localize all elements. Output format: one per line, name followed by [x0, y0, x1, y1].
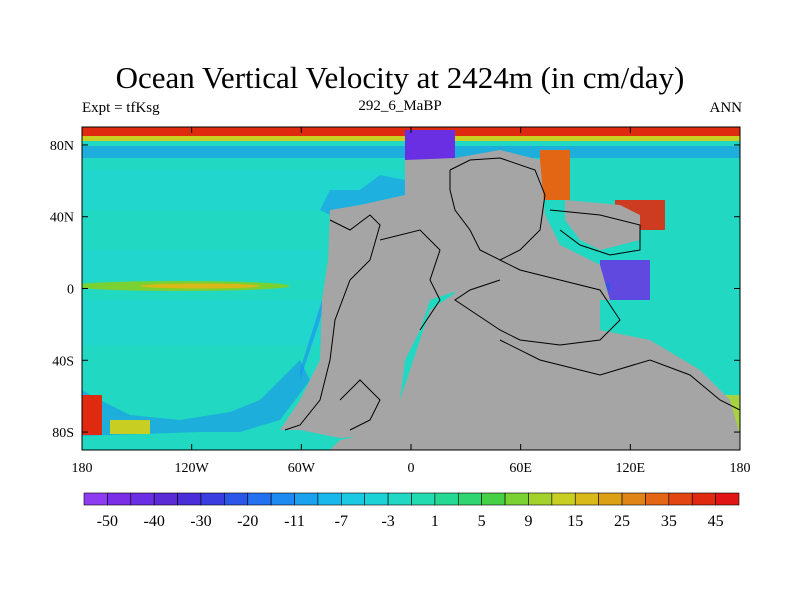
colorbar: -50 -40 -30 -20 -11 -7 -3 1 5 9 15 25 35 45 [83, 492, 740, 530]
season-label: ANN [709, 100, 743, 116]
colorbar-swatch [130, 492, 155, 506]
x-tick-label: 120W [175, 461, 210, 476]
x-tick-label: 180 [730, 461, 751, 476]
chart-title: Ocean Vertical Velocity at 2424m (in cm/… [115, 60, 685, 95]
field-south-rim [82, 360, 310, 436]
colorbar-label: 15 [567, 513, 583, 530]
land-east-block [565, 200, 640, 250]
field-north-band-blue-east [455, 146, 740, 158]
field-equatorial-core [140, 283, 260, 289]
colorbar-label: -50 [97, 513, 118, 530]
colorbar-swatch [153, 492, 178, 506]
colorbar-swatch [598, 492, 623, 506]
colorbar-label: 35 [661, 513, 677, 530]
coastline-east-block [549, 209, 641, 256]
colorbar-label: -30 [190, 513, 211, 530]
colorbar-label: -3 [381, 513, 394, 530]
colorbar-swatch [247, 492, 272, 506]
colorbar-swatch [364, 492, 389, 506]
experiment-label: Expt = tfKsg [82, 100, 160, 116]
colorbar-swatch [621, 492, 646, 506]
coastline-east-interior [454, 259, 621, 346]
field-west-coast-blue [300, 300, 325, 380]
colorbar-swatch [574, 492, 599, 506]
y-tick-label: 80N [50, 139, 74, 154]
colorbar-swatch [668, 492, 693, 506]
axis-ticks: 180 120W 60W 0 60E 120E 180 80N 40N 0 40S 80S [50, 127, 751, 476]
x-tick-label: 0 [408, 461, 415, 476]
coastline-southwest [339, 379, 381, 431]
field-east-purple [600, 260, 650, 300]
colorbar-swatch [177, 492, 202, 506]
y-tick-label: 40N [50, 211, 74, 226]
land-main-continent [280, 150, 610, 438]
period-label: 292_6_MaBP [358, 98, 442, 114]
colorbar-swatch [107, 492, 132, 506]
colorbar-swatch [294, 492, 319, 506]
colorbar-swatch [481, 492, 506, 506]
y-tick-label: 0 [67, 283, 74, 298]
colorbar-label: 9 [524, 513, 532, 530]
colorbar-label: 5 [478, 513, 486, 530]
y-tick-label: 40S [52, 354, 74, 369]
colorbar-swatch [411, 492, 436, 506]
colorbar-swatch [645, 492, 670, 506]
colorbar-label: 1 [431, 513, 439, 530]
land-southern-continent [330, 290, 740, 450]
field-south-yellow [110, 420, 150, 434]
y-tick-label: 80S [52, 426, 74, 441]
colorbar-label: -20 [237, 513, 258, 530]
colorbar-swatch [224, 492, 249, 506]
colorbar-swatch [551, 492, 576, 506]
coastline-south [499, 339, 740, 411]
colorbar-label: -40 [144, 513, 165, 530]
x-tick-label: 180 [72, 461, 93, 476]
colorbar-label: -7 [335, 513, 348, 530]
map-plot-area [82, 127, 740, 450]
coastline-northeast [449, 157, 546, 261]
colorbar-swatch [715, 492, 740, 506]
colorbar-swatch [457, 492, 482, 506]
x-tick-label: 60W [288, 461, 316, 476]
colorbar-swatch [387, 492, 412, 506]
x-tick-label: 60E [509, 461, 532, 476]
colorbar-swatch [270, 492, 295, 506]
colorbar-swatch [504, 492, 529, 506]
colorbar-label: 45 [708, 513, 724, 530]
colorbar-swatch [83, 492, 108, 506]
field-north-band-blue [82, 146, 412, 158]
colorbar-swatch [434, 492, 459, 506]
colorbar-swatch [317, 492, 342, 506]
field-north-purple [405, 130, 455, 160]
colorbar-label: 25 [614, 513, 630, 530]
coastline-west [284, 214, 381, 431]
colorbar-swatch [200, 492, 225, 506]
field-north-orange [540, 150, 570, 200]
colorbar-swatch [528, 492, 553, 506]
colorbar-label: -11 [284, 513, 305, 530]
field-band-equator-north [82, 250, 322, 280]
colorbar-swatch [341, 492, 366, 506]
colorbar-swatch [691, 492, 716, 506]
field-southwest-hotspot [82, 395, 102, 435]
x-tick-label: 120E [616, 461, 646, 476]
field-band-equator-south [82, 300, 322, 345]
coastline-central [379, 229, 441, 331]
